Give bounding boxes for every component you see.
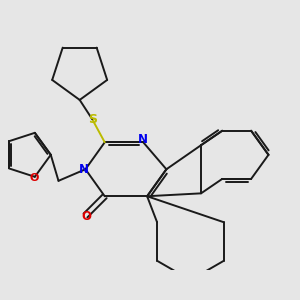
Text: S: S [88, 113, 97, 126]
Text: O: O [29, 173, 38, 183]
Text: N: N [79, 163, 88, 176]
Text: N: N [138, 133, 148, 146]
Text: O: O [81, 210, 92, 223]
